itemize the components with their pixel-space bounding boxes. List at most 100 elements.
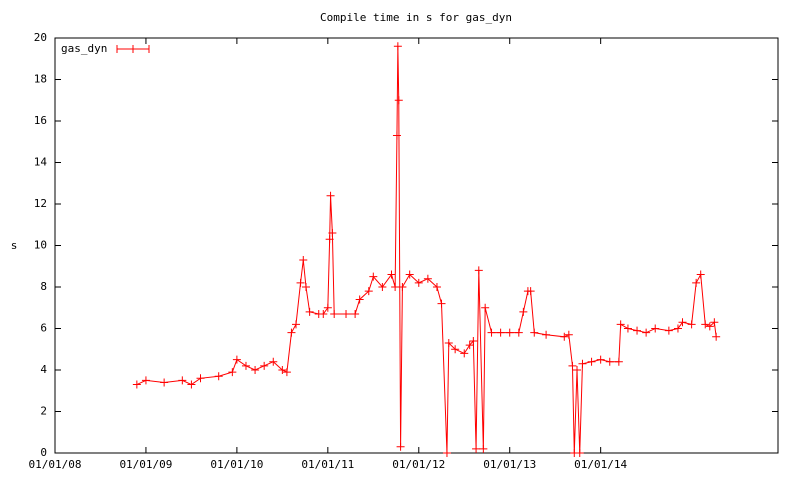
point (701, 320, 710, 329)
point (472, 444, 481, 453)
point (269, 357, 278, 366)
point (616, 320, 625, 329)
point (423, 274, 432, 283)
point (405, 270, 414, 279)
point (292, 320, 300, 329)
point (328, 229, 337, 238)
point (432, 283, 441, 291)
point (326, 191, 335, 200)
point (160, 378, 169, 387)
point (564, 330, 573, 339)
point (519, 307, 528, 316)
point (542, 330, 551, 339)
point (474, 266, 483, 275)
y-tick-label: 4 (40, 363, 47, 376)
point (692, 278, 701, 287)
point (605, 357, 614, 366)
point (396, 442, 405, 451)
point (460, 349, 469, 358)
point (712, 332, 721, 341)
point (437, 299, 446, 308)
point (560, 332, 569, 341)
point (496, 328, 505, 337)
y-tick-label: 10 (34, 239, 47, 252)
point (392, 131, 401, 140)
point (325, 235, 334, 244)
point (578, 359, 587, 368)
x-tick-label: 01/01/09 (119, 458, 172, 471)
y-tick-label: 18 (34, 73, 47, 86)
point (710, 318, 719, 327)
point (232, 355, 241, 364)
point (305, 307, 314, 316)
series-line (136, 46, 717, 454)
point (687, 320, 696, 329)
point (287, 328, 296, 337)
point (196, 374, 205, 383)
y-tick-label: 12 (34, 197, 47, 210)
point (132, 380, 141, 389)
point (696, 270, 705, 279)
point (278, 366, 287, 374)
point (393, 42, 402, 51)
point (633, 326, 642, 335)
point (260, 361, 269, 370)
point (299, 256, 308, 265)
point (323, 303, 332, 312)
y-tick-label: 16 (34, 114, 47, 127)
point (526, 287, 535, 296)
x-tick-label: 01/01/13 (483, 458, 536, 471)
point (623, 324, 632, 333)
point (568, 361, 577, 370)
point (330, 309, 339, 318)
point (469, 336, 478, 345)
point (214, 372, 223, 381)
point (178, 376, 187, 385)
point (575, 449, 584, 457)
point (355, 295, 364, 304)
x-tick-label: 01/01/11 (301, 458, 354, 471)
legend-swatch (116, 45, 150, 53)
point (414, 278, 423, 287)
y-tick-label: 2 (40, 405, 47, 418)
point (296, 278, 305, 287)
y-tick-label: 6 (40, 322, 47, 335)
point (342, 309, 351, 318)
point (442, 449, 451, 457)
point (465, 341, 474, 350)
point (530, 328, 539, 337)
point (587, 357, 596, 366)
point (505, 328, 514, 337)
legend-label: gas_dyn (61, 42, 107, 55)
point (319, 309, 328, 318)
point (479, 444, 488, 453)
x-tick-label: 01/01/12 (392, 458, 445, 471)
y-tick-label: 0 (40, 446, 47, 459)
point (673, 324, 682, 333)
point (614, 357, 623, 366)
point (351, 309, 360, 318)
point (398, 283, 407, 291)
point (387, 270, 396, 279)
point (664, 326, 673, 335)
point (596, 355, 605, 364)
point (378, 283, 387, 291)
x-tick-label: 01/01/08 (29, 458, 82, 471)
point (364, 287, 373, 296)
point (228, 368, 237, 377)
point (705, 322, 714, 331)
point (394, 96, 403, 105)
point (241, 361, 250, 370)
point (444, 339, 453, 348)
y-tick-label: 20 (34, 31, 47, 44)
point (282, 368, 291, 377)
x-tick-label: 01/01/10 (210, 458, 263, 471)
point (187, 380, 196, 389)
point (642, 328, 651, 337)
y-axis-label: s (11, 239, 18, 252)
plot-frame (54, 37, 779, 454)
chart-title: Compile time in s for gas_dyn (320, 11, 512, 24)
point (391, 283, 400, 291)
point (573, 366, 582, 374)
